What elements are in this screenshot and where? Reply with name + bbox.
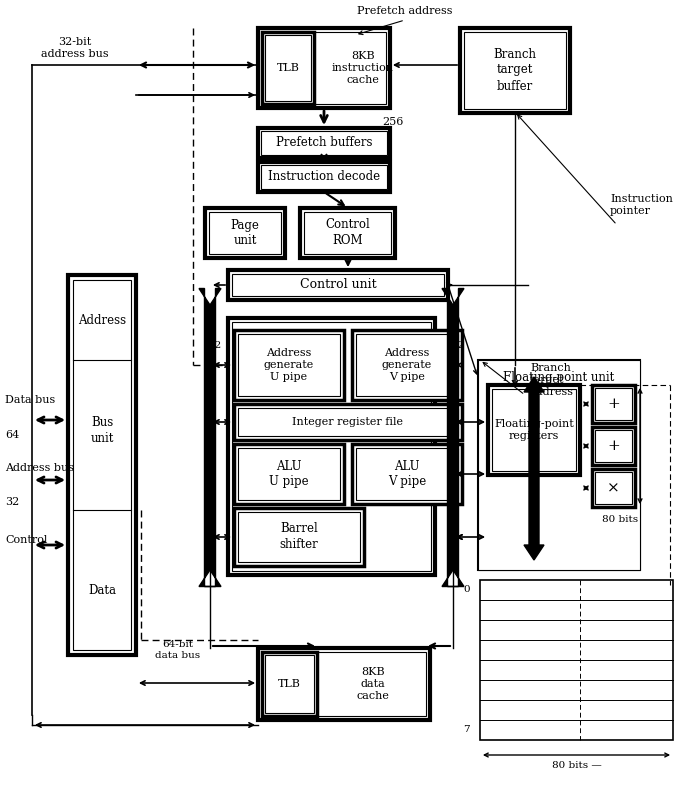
Bar bbox=[258, 128, 390, 158]
Bar bbox=[488, 385, 580, 475]
Text: Data bus: Data bus bbox=[5, 395, 55, 405]
Text: ×: × bbox=[607, 481, 620, 495]
Bar bbox=[304, 212, 391, 254]
Bar bbox=[205, 208, 285, 258]
Bar bbox=[234, 404, 462, 440]
Text: +: + bbox=[607, 439, 620, 453]
Polygon shape bbox=[199, 288, 221, 586]
Bar bbox=[352, 330, 462, 400]
Bar bbox=[228, 318, 435, 575]
Text: Instruction
pointer: Instruction pointer bbox=[610, 194, 673, 216]
Bar bbox=[232, 274, 444, 296]
Bar bbox=[261, 165, 387, 189]
Bar bbox=[595, 388, 632, 420]
Text: Floating-point unit: Floating-point unit bbox=[503, 371, 615, 385]
Polygon shape bbox=[442, 288, 464, 586]
Text: 0: 0 bbox=[463, 585, 470, 595]
Bar bbox=[265, 35, 311, 101]
Text: TLB: TLB bbox=[278, 679, 300, 689]
Text: Bus
unit: Bus unit bbox=[90, 416, 113, 445]
Bar bbox=[258, 648, 430, 720]
Bar bbox=[238, 334, 340, 396]
Text: Instruction decode: Instruction decode bbox=[268, 171, 380, 183]
Bar bbox=[480, 580, 673, 740]
Text: Floating-point
registers: Floating-point registers bbox=[494, 419, 574, 441]
Text: 80 bits —: 80 bits — bbox=[552, 762, 601, 770]
Bar bbox=[73, 280, 131, 650]
Text: 64: 64 bbox=[5, 430, 20, 440]
Text: 8KB
instruction
cache: 8KB instruction cache bbox=[332, 51, 394, 85]
Text: 32: 32 bbox=[209, 340, 222, 349]
Bar bbox=[258, 162, 390, 192]
Bar bbox=[262, 32, 314, 104]
Bar bbox=[262, 652, 317, 716]
Text: Barrel
shifter: Barrel shifter bbox=[279, 522, 318, 551]
Bar bbox=[460, 28, 570, 113]
Bar bbox=[238, 448, 340, 500]
Text: Address: Address bbox=[78, 314, 126, 326]
Bar bbox=[464, 32, 566, 109]
Bar bbox=[262, 652, 426, 716]
Bar bbox=[478, 360, 640, 570]
Polygon shape bbox=[524, 377, 544, 560]
Bar bbox=[261, 131, 387, 155]
Bar bbox=[595, 472, 632, 504]
Bar bbox=[478, 360, 640, 570]
Bar bbox=[234, 330, 344, 400]
Bar bbox=[209, 212, 281, 254]
Bar bbox=[238, 408, 458, 436]
Bar bbox=[356, 334, 458, 396]
Text: 64-bit
data bus: 64-bit data bus bbox=[155, 640, 201, 660]
Bar bbox=[68, 275, 136, 655]
Text: Integer register file: Integer register file bbox=[293, 417, 403, 427]
Text: Prefetch address: Prefetch address bbox=[357, 6, 453, 16]
Text: TLB: TLB bbox=[276, 63, 300, 73]
Text: 32-bit
address bus: 32-bit address bus bbox=[41, 37, 108, 59]
Text: 7: 7 bbox=[463, 725, 470, 735]
Bar bbox=[228, 270, 448, 300]
Bar bbox=[258, 28, 390, 108]
Bar bbox=[592, 469, 635, 507]
Text: Data: Data bbox=[88, 584, 116, 596]
Bar bbox=[265, 655, 314, 713]
Text: Prefetch buffers: Prefetch buffers bbox=[276, 137, 372, 149]
Text: ALU
U pipe: ALU U pipe bbox=[270, 460, 309, 488]
Text: +: + bbox=[607, 397, 620, 411]
Bar bbox=[356, 448, 458, 500]
Text: 80 bits: 80 bits bbox=[602, 514, 638, 524]
Text: Page
unit: Page unit bbox=[230, 219, 260, 247]
Text: Branch
target
address: Branch target address bbox=[530, 363, 574, 397]
Text: 32: 32 bbox=[5, 497, 20, 507]
Text: Address
generate
V pipe: Address generate V pipe bbox=[382, 348, 432, 382]
Text: 32: 32 bbox=[452, 340, 465, 349]
Bar bbox=[262, 32, 386, 104]
Bar bbox=[352, 444, 462, 504]
Bar bbox=[232, 322, 431, 571]
Bar bbox=[592, 385, 635, 423]
Bar bbox=[300, 208, 395, 258]
Text: 8KB
data
cache: 8KB data cache bbox=[356, 667, 389, 702]
Text: Control: Control bbox=[5, 535, 48, 545]
Bar bbox=[592, 427, 635, 465]
Text: Control
ROM: Control ROM bbox=[325, 219, 370, 247]
Bar bbox=[234, 444, 344, 504]
Bar bbox=[595, 430, 632, 462]
Text: Branch
target
buffer: Branch target buffer bbox=[494, 47, 536, 92]
Text: ALU
V pipe: ALU V pipe bbox=[388, 460, 426, 488]
Bar bbox=[492, 389, 576, 471]
Bar bbox=[238, 512, 360, 562]
Bar bbox=[234, 508, 364, 566]
Text: Control unit: Control unit bbox=[300, 279, 377, 292]
Text: 256: 256 bbox=[382, 117, 404, 127]
Text: Address
generate
U pipe: Address generate U pipe bbox=[264, 348, 314, 382]
Text: Address bus: Address bus bbox=[5, 463, 74, 473]
